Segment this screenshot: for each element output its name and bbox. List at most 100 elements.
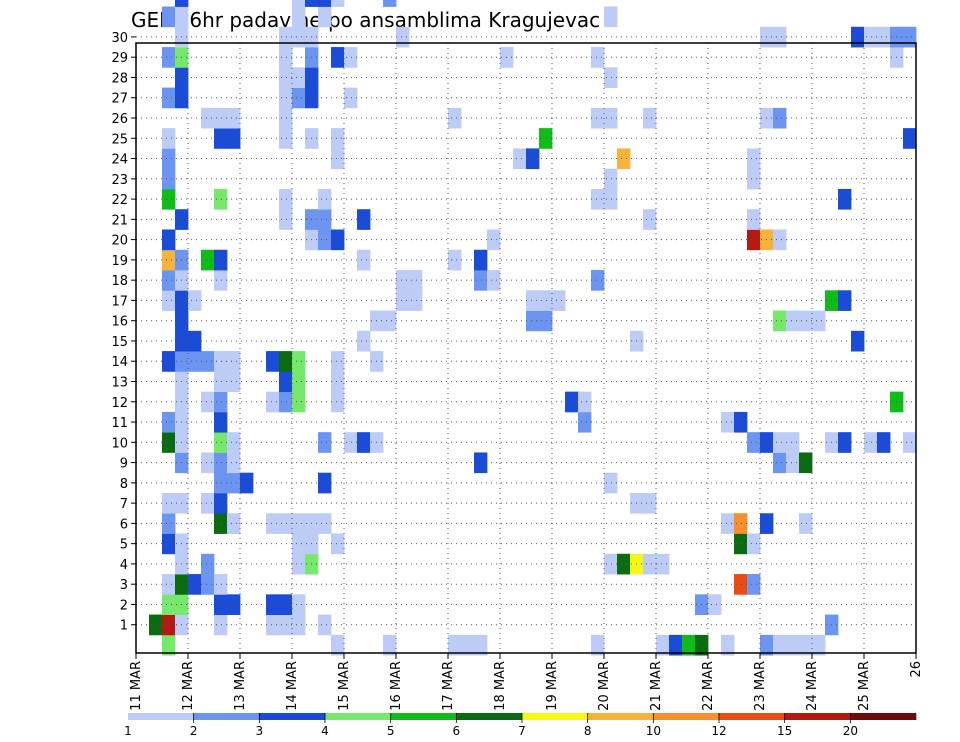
heatmap-cell [682, 634, 696, 656]
heatmap-cell [214, 432, 228, 453]
heatmap-cell [773, 26, 787, 48]
heatmap-cell [461, 634, 475, 656]
heatmap-cell [474, 634, 488, 656]
heatmap-cell [877, 432, 891, 453]
y-tick-label: 25 [111, 132, 128, 147]
heatmap-cell [747, 533, 761, 555]
heatmap-cell [903, 128, 917, 149]
colorbar-segment [128, 713, 194, 720]
heatmap-cell [214, 614, 228, 636]
colorbar-label: 7 [518, 724, 526, 738]
heatmap-cell [669, 634, 683, 656]
heatmap-cell [318, 513, 332, 534]
colorbar-label: 8 [584, 724, 592, 738]
heatmap-cell [396, 290, 410, 311]
y-tick-label: 23 [111, 173, 128, 188]
y-tick-label: 3 [120, 578, 128, 593]
y-axis: 1234567891011121314151617181920212223242… [111, 31, 136, 634]
y-tick-label: 2 [120, 598, 128, 613]
heatmap-cell [604, 188, 618, 210]
colorbar-label: 12 [711, 724, 726, 738]
heatmap-cell [747, 229, 761, 251]
colorbar-segment [325, 713, 391, 720]
heatmap-cell [162, 492, 176, 514]
colorbar-label: 10 [646, 724, 661, 738]
heatmap-cell [279, 188, 293, 210]
heatmap-cell [487, 229, 501, 251]
heatmap-cell [214, 351, 228, 372]
heatmap-cell [292, 26, 306, 48]
heatmap-cell [760, 634, 774, 656]
heatmap-cell [799, 452, 813, 474]
heatmap-cell [539, 290, 553, 311]
heatmap-cell [656, 634, 670, 656]
heatmap-cell [227, 107, 241, 129]
heatmap-cell [214, 492, 228, 514]
heatmap-cell [201, 107, 215, 129]
heatmap-cell [318, 432, 332, 453]
heatmap-cell [279, 391, 293, 413]
heatmap-cell [357, 249, 371, 271]
heatmap-cell [149, 614, 163, 636]
heatmap-cell [383, 310, 397, 332]
heatmap-cell [812, 310, 826, 332]
heatmap-cell [734, 574, 748, 595]
heatmap-cell [773, 634, 787, 656]
heatmap-cell [214, 270, 228, 291]
colorbar-label: 6 [453, 724, 461, 738]
heatmap-cell [227, 371, 241, 393]
heatmap-cell [331, 391, 345, 413]
heatmap-cell [162, 188, 176, 210]
heatmap-cell [318, 229, 332, 251]
heatmap-cell [539, 310, 553, 332]
chart-title: GEFS 6hr padavine po ansamblima Kragujev… [131, 8, 600, 32]
y-tick-label: 30 [111, 31, 128, 46]
heatmap-cell [227, 432, 241, 453]
heatmap-cell [214, 188, 228, 210]
y-tick-label: 13 [111, 375, 128, 390]
heatmap-cell [162, 411, 176, 433]
x-tick-label: 24 MAR [805, 661, 820, 711]
heatmap-cell [227, 472, 241, 494]
heatmap-cell [344, 47, 358, 68]
heatmap-cell [266, 594, 280, 615]
y-tick-label: 22 [111, 193, 128, 208]
colorbar-label: 3 [256, 724, 264, 738]
heatmap-cell [773, 310, 787, 332]
heatmap-cell [227, 128, 241, 149]
heatmap-cell [292, 6, 306, 28]
heatmap-cell [383, 634, 397, 656]
y-tick-label: 6 [120, 517, 128, 532]
heatmap-cell [734, 513, 748, 534]
heatmap-cell [188, 351, 202, 372]
heatmap-cell [318, 209, 332, 230]
heatmap-cell [162, 594, 176, 615]
heatmap-cell [838, 432, 852, 453]
x-tick-label: 12 MAR [181, 661, 196, 711]
heatmap-cell [357, 330, 371, 352]
heatmap-cell [799, 513, 813, 534]
heatmap-cell [487, 270, 501, 291]
heatmap-cell [292, 87, 306, 109]
heatmap-cell [201, 249, 215, 271]
heatmap-cell [188, 290, 202, 311]
heatmap-cell [331, 47, 345, 68]
heatmap-cell [396, 270, 410, 291]
heatmap-cell [162, 229, 176, 251]
grid-lines [136, 36, 916, 653]
heatmap-cell [318, 614, 332, 636]
y-tick-label: 16 [111, 315, 128, 330]
x-tick-label: 25 MAR [857, 661, 872, 711]
heatmap-cell [526, 148, 540, 170]
y-tick-label: 14 [111, 355, 128, 370]
heatmap-cell [188, 330, 202, 352]
heatmap-cell [656, 553, 670, 575]
x-tick-label: 19 MAR [545, 661, 560, 711]
heatmap-cell [331, 634, 345, 656]
heatmap-cell [292, 391, 306, 413]
heatmap-cell [279, 47, 293, 68]
heatmap-cell [201, 492, 215, 514]
heatmap-cell [448, 249, 462, 271]
heatmap-cell [526, 290, 540, 311]
